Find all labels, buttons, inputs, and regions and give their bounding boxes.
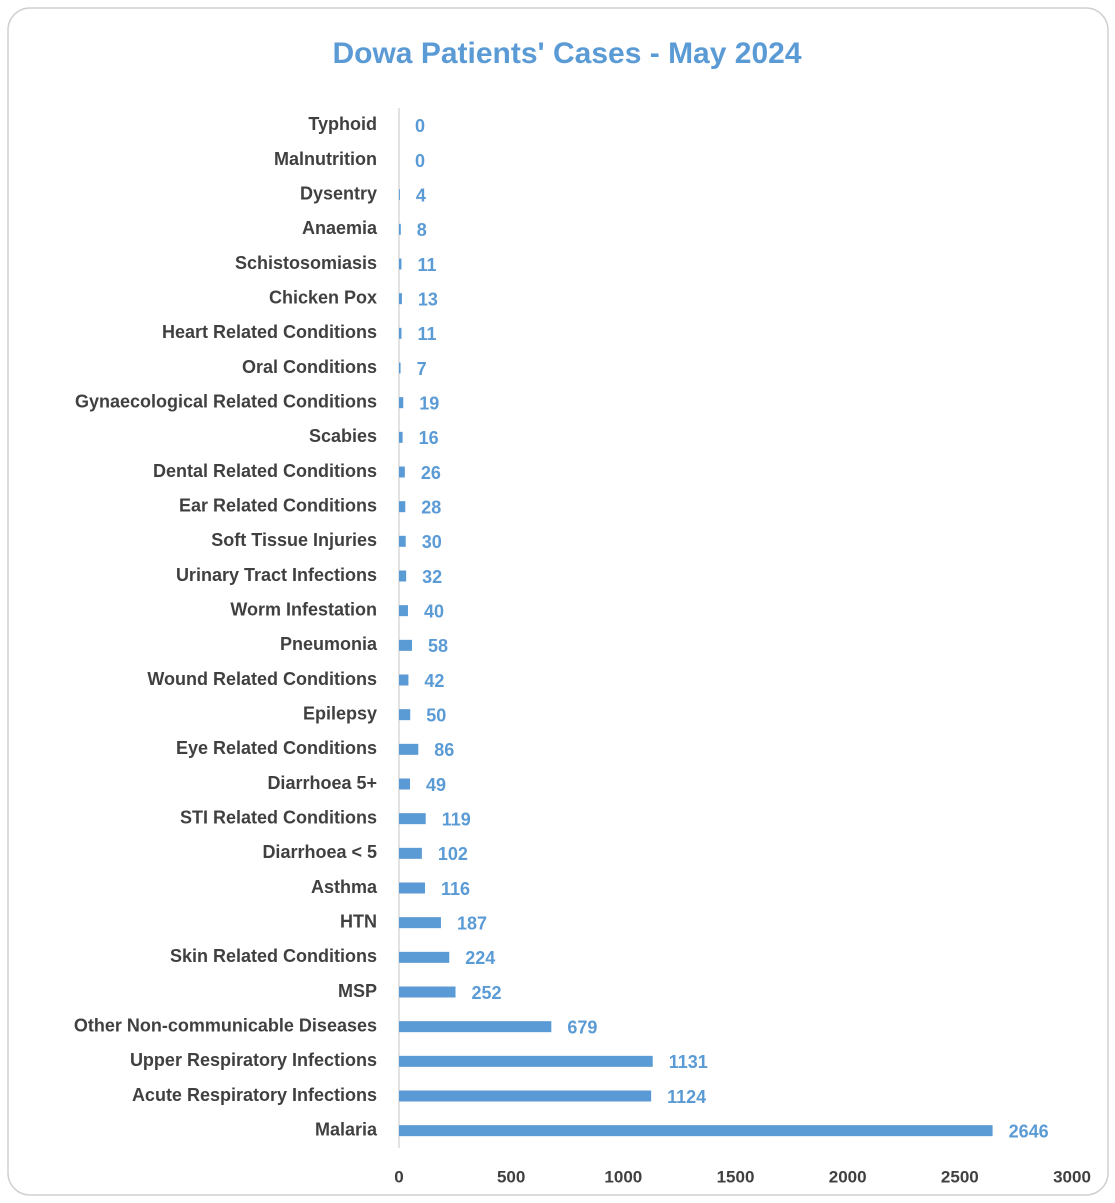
data-label: 86 bbox=[434, 740, 454, 760]
data-label: 2646 bbox=[1009, 1121, 1049, 1141]
bar bbox=[399, 605, 408, 617]
y-tick-label: Upper Respiratory Infections bbox=[130, 1050, 377, 1070]
bar bbox=[399, 223, 401, 235]
bar bbox=[399, 1090, 652, 1102]
x-tick-label: 3000 bbox=[1053, 1167, 1091, 1186]
y-tick-label: Malnutrition bbox=[274, 149, 377, 169]
y-tick-label: Other Non-communicable Diseases bbox=[74, 1015, 377, 1035]
data-label: 116 bbox=[441, 879, 470, 899]
bar bbox=[399, 674, 409, 686]
y-tick-label: Heart Related Conditions bbox=[162, 322, 377, 342]
x-tick-label: 2000 bbox=[829, 1167, 867, 1186]
data-label: 28 bbox=[421, 497, 441, 517]
chart-frame bbox=[7, 7, 1109, 1196]
bar bbox=[399, 847, 422, 859]
data-label: 8 bbox=[417, 220, 427, 240]
bar bbox=[399, 258, 402, 270]
bar bbox=[399, 986, 456, 998]
bar bbox=[399, 639, 413, 651]
data-label: 42 bbox=[424, 671, 444, 691]
bar bbox=[399, 362, 401, 374]
y-tick-label: Oral Conditions bbox=[242, 357, 377, 377]
bar bbox=[399, 397, 404, 409]
y-tick-label: Scabies bbox=[309, 426, 377, 446]
data-label: 187 bbox=[457, 913, 487, 933]
data-label: 102 bbox=[438, 844, 468, 864]
bar bbox=[399, 743, 419, 755]
data-label: 32 bbox=[422, 567, 442, 587]
data-label: 0 bbox=[415, 116, 425, 136]
bar bbox=[399, 951, 450, 963]
data-label: 1124 bbox=[667, 1087, 706, 1107]
y-tick-label: Epilepsy bbox=[303, 703, 377, 723]
y-tick-label: HTN bbox=[340, 911, 377, 931]
data-label: 11 bbox=[417, 324, 436, 344]
data-label: 11 bbox=[417, 255, 436, 275]
y-tick-label: Worm Infestation bbox=[230, 599, 377, 619]
y-tick-label: Dental Related Conditions bbox=[153, 461, 377, 481]
data-label: 40 bbox=[424, 601, 444, 621]
bar bbox=[399, 1021, 552, 1033]
bar bbox=[399, 882, 426, 894]
bar bbox=[399, 1125, 993, 1137]
data-label: 58 bbox=[428, 636, 448, 656]
x-tick-label: 2500 bbox=[941, 1167, 979, 1186]
bar bbox=[399, 813, 426, 825]
bar bbox=[399, 501, 406, 513]
bar bbox=[399, 709, 411, 721]
data-label: 16 bbox=[419, 428, 439, 448]
y-tick-label: Malaria bbox=[315, 1119, 378, 1139]
bar bbox=[399, 327, 402, 339]
data-label: 49 bbox=[426, 775, 446, 795]
data-label: 119 bbox=[442, 809, 471, 829]
y-tick-label: Acute Respiratory Infections bbox=[132, 1085, 377, 1105]
y-tick-label: Pneumonia bbox=[280, 634, 378, 654]
data-label: 224 bbox=[465, 948, 495, 968]
x-tick-label: 1000 bbox=[604, 1167, 642, 1186]
y-tick-label: Wound Related Conditions bbox=[147, 669, 377, 689]
y-tick-label: MSP bbox=[338, 981, 377, 1001]
y-tick-label: Ear Related Conditions bbox=[179, 495, 377, 515]
x-tick-label: 1500 bbox=[717, 1167, 755, 1186]
data-label: 30 bbox=[422, 532, 442, 552]
data-label: 26 bbox=[421, 463, 441, 483]
y-tick-label: Diarrhoea 5+ bbox=[267, 773, 377, 793]
y-tick-label: Asthma bbox=[311, 877, 378, 897]
bar bbox=[399, 1055, 653, 1067]
bar bbox=[399, 293, 402, 305]
bar bbox=[399, 778, 410, 790]
y-tick-label: STI Related Conditions bbox=[180, 807, 377, 827]
y-tick-label: Chicken Pox bbox=[269, 287, 377, 307]
y-tick-label: Diarrhoea < 5 bbox=[262, 842, 377, 862]
data-label: 13 bbox=[418, 289, 438, 309]
y-tick-label: Skin Related Conditions bbox=[170, 946, 377, 966]
y-tick-label: Eye Related Conditions bbox=[176, 738, 377, 758]
y-tick-label: Urinary Tract Infections bbox=[176, 565, 377, 585]
data-label: 252 bbox=[472, 983, 502, 1003]
y-tick-label: Schistosomiasis bbox=[235, 253, 377, 273]
bar bbox=[399, 535, 406, 547]
bar bbox=[399, 431, 403, 443]
data-label: 1131 bbox=[669, 1052, 708, 1072]
y-tick-label: Typhoid bbox=[308, 114, 377, 134]
data-label: 0 bbox=[415, 151, 425, 171]
data-label: 4 bbox=[416, 185, 426, 205]
x-tick-label: 500 bbox=[497, 1167, 525, 1186]
y-tick-label: Dysentry bbox=[300, 183, 377, 203]
data-label: 679 bbox=[567, 1017, 597, 1037]
bar bbox=[399, 189, 400, 201]
bar bbox=[399, 917, 441, 929]
bar bbox=[399, 466, 405, 478]
bar bbox=[399, 570, 407, 582]
y-tick-label: Anaemia bbox=[302, 218, 378, 238]
y-tick-label: Soft Tissue Injuries bbox=[211, 530, 377, 550]
chart-title: Dowa Patients' Cases - May 2024 bbox=[332, 37, 801, 70]
y-tick-label: Gynaecological Related Conditions bbox=[75, 391, 377, 411]
x-tick-label: 0 bbox=[394, 1167, 403, 1186]
data-label: 19 bbox=[419, 393, 439, 413]
data-label: 7 bbox=[417, 359, 427, 379]
data-label: 50 bbox=[426, 705, 446, 725]
